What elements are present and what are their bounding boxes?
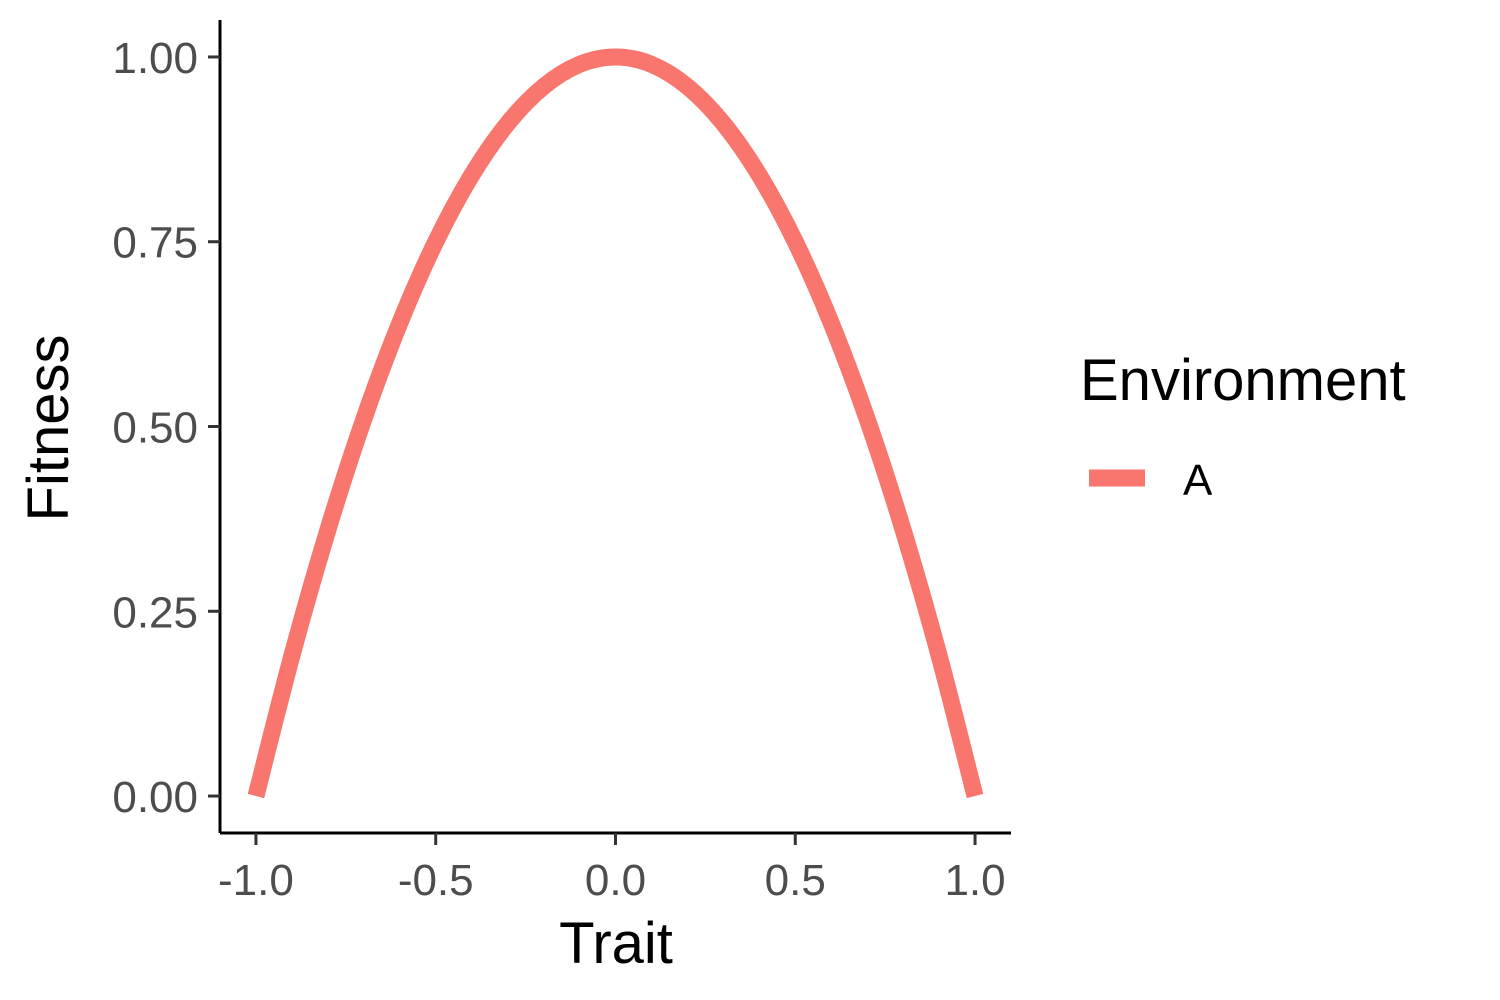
axes [218,20,1011,835]
legend-label-a: A [1183,456,1213,505]
x-tick-label: 1.0 [944,856,1005,905]
y-axis-title: Fitness [16,335,81,522]
series-line-a [247,48,984,799]
legend: Environment A [1080,348,1406,505]
x-ticks: -1.0 -0.5 0.0 0.5 1.0 [218,833,1006,905]
x-tick-label: -1.0 [218,856,294,905]
x-axis-title: Trait [559,911,673,976]
series-layer [247,48,984,799]
x-tick-label: -0.5 [398,856,474,905]
legend-title: Environment [1080,348,1406,413]
y-ticks: 0.00 0.25 0.50 0.75 1.00 [112,34,220,822]
x-tick-label: 0.5 [765,856,826,905]
y-tick-label: 0.25 [112,588,198,637]
y-tick-label: 0.50 [112,404,198,453]
y-tick-label: 0.75 [112,219,198,268]
y-tick-label: 0.00 [112,773,198,822]
x-tick-label: 0.0 [585,856,646,905]
y-tick-label: 1.00 [112,34,198,83]
